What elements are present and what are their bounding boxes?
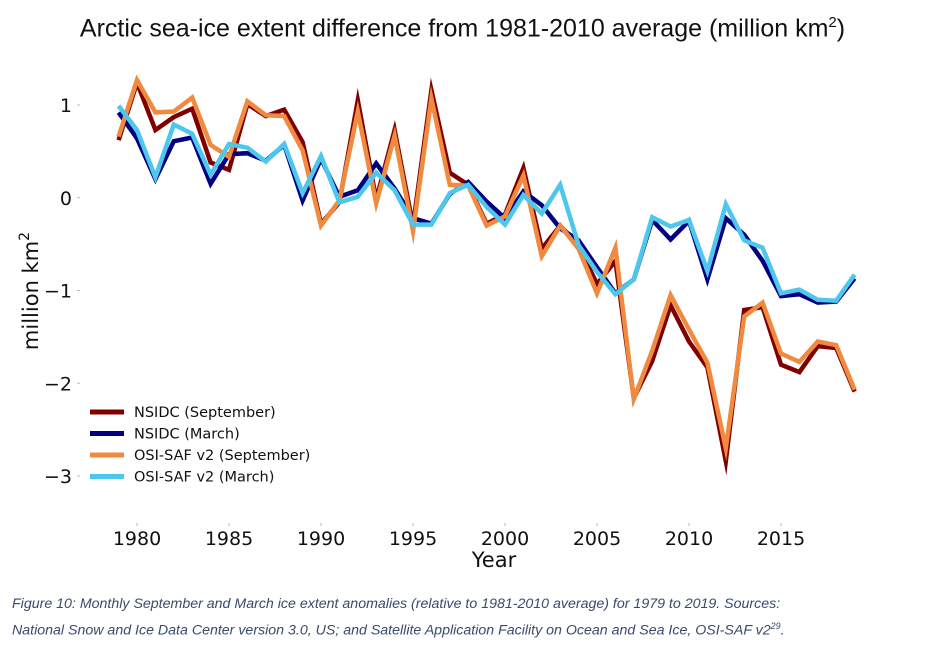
chart-title: Arctic sea-ice extent difference from 19…	[0, 14, 925, 43]
caption-line-1: Figure 10: Monthly September and March i…	[12, 596, 781, 612]
x-tick-label: 2010	[665, 528, 713, 550]
caption-line-2-text: National Snow and Ice Data Center versio…	[12, 622, 771, 639]
x-tick-label: 1985	[205, 528, 253, 550]
caption-line-2: National Snow and Ice Data Center versio…	[12, 615, 917, 642]
legend-label-nsidc-september: NSIDC (September)	[134, 405, 276, 421]
chart-title-text: Arctic sea-ice extent difference from 19…	[79, 14, 829, 43]
x-tick-label: 2000	[481, 528, 529, 550]
x-tick-label: 2005	[573, 528, 621, 550]
y-tick-label: −1	[44, 281, 72, 303]
legend-label-osi-saf-v2-september: OSI-SAF v2 (September)	[134, 448, 310, 464]
series-line-nsidc-march	[116, 111, 857, 305]
chart-title-superscript: 2	[828, 14, 837, 31]
y-tick-label: −2	[44, 373, 72, 395]
x-tick-label: 1980	[113, 528, 161, 550]
y-axis-label: million km2	[17, 232, 43, 350]
y-axis-label-text: million km	[19, 241, 43, 350]
x-tick-label: 1990	[297, 528, 345, 550]
x-axis-label: Year	[471, 548, 517, 572]
chart-title-suffix: )	[836, 14, 846, 43]
figure-caption: Figure 10: Monthly September and March i…	[12, 593, 917, 642]
legend-label-nsidc-march: NSIDC (March)	[134, 427, 240, 443]
series-lines	[116, 74, 857, 476]
x-tick-label: 1995	[389, 528, 437, 550]
x-tick-label: 2015	[757, 528, 805, 550]
y-tick-label: 1	[60, 95, 72, 117]
caption-line-2-suffix: .	[780, 622, 785, 639]
series-line-osi-saf-v2-march	[116, 104, 857, 304]
y-axis-label-superscript: 2	[17, 232, 33, 241]
x-axis: 1980 1985 1990 1995 2000 2005 2010 2015	[113, 523, 805, 550]
line-chart: 1 0 −1 −2 −3 1980 1985 1990 1995 2000 2005 2010 201…	[17, 74, 857, 572]
y-axis: 1 0 −1 −2 −3	[44, 95, 80, 488]
y-tick-label: 0	[60, 188, 72, 210]
y-tick-label: −3	[44, 466, 72, 488]
legend: NSIDC (September) NSIDC (March) OSI-SAF v2…	[90, 405, 310, 486]
caption-superscript: 29	[770, 621, 781, 631]
series-line-osi-saf-v2-september	[116, 74, 857, 462]
legend-label-osi-saf-v2-march: OSI-SAF v2 (March)	[134, 470, 274, 486]
